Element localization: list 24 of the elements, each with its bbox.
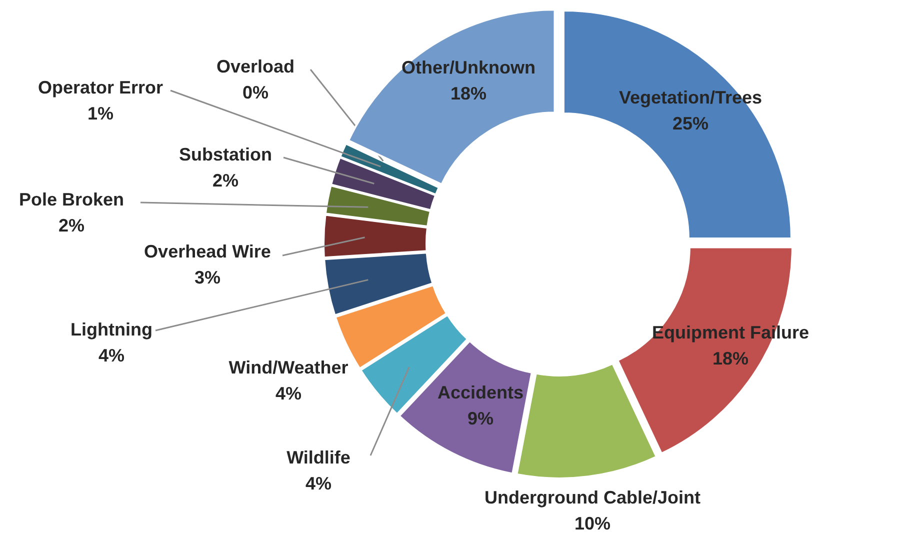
slice-label: Wildlife bbox=[286, 448, 350, 468]
slice-label: Underground Cable/Joint bbox=[484, 488, 701, 508]
data-label: 18% bbox=[712, 348, 749, 368]
slice-label: Operator Error bbox=[38, 78, 164, 98]
data-label: 18% bbox=[450, 84, 487, 104]
slice-label: Substation bbox=[179, 144, 272, 164]
slice-label: Wind/Weather bbox=[228, 358, 348, 378]
slice-label: Overhead Wire bbox=[144, 242, 271, 262]
data-label: 1% bbox=[87, 104, 114, 124]
slice-label: Lightning bbox=[70, 320, 152, 340]
data-label: 2% bbox=[58, 216, 85, 236]
slice-label: Pole Broken bbox=[18, 190, 124, 210]
slice-label: Other/Unknown bbox=[402, 58, 536, 78]
data-label: 4% bbox=[98, 346, 125, 366]
data-label: 4% bbox=[305, 474, 332, 494]
slice-label: Accidents bbox=[437, 382, 524, 402]
data-label: 3% bbox=[194, 268, 221, 288]
data-label: 25% bbox=[672, 114, 709, 134]
category-label: Overload bbox=[216, 56, 295, 76]
data-label: 4% bbox=[275, 384, 302, 404]
data-label: 10% bbox=[574, 514, 611, 534]
data-label: 2% bbox=[212, 170, 239, 190]
text: 0% bbox=[242, 82, 269, 102]
data-label: 9% bbox=[467, 408, 494, 428]
